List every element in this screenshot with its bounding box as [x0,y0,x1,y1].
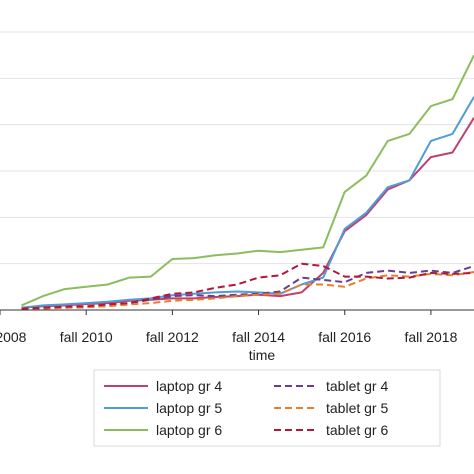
series-line-laptop-gr-4 [21,117,474,309]
legend-label: tablet gr 4 [326,378,388,394]
series-line-tablet-gr-6 [21,262,474,310]
series-line-laptop-gr-5 [21,96,474,309]
x-tick-labels: fall 2008 fall 2010 fall 2012 fall 2014 fall… [0,310,458,345]
legend-box [93,369,441,447]
x-tick-label: fall 2008 [0,329,27,345]
legend: laptop gr 4 laptop gr 5 laptop gr 6 tablet … [104,378,388,438]
x-tick-label: fall 2012 [146,329,199,345]
legend-label: laptop gr 6 [156,422,222,438]
legend-label: laptop gr 4 [156,378,222,394]
x-tick-label: fall 2010 [60,329,113,345]
legend-label: tablet gr 6 [326,422,388,438]
x-tick-label: fall 2018 [404,329,457,345]
legend-label: tablet gr 5 [326,400,388,416]
x-axis-title: time [249,347,276,363]
x-tick-label: fall 2016 [318,329,371,345]
gridlines [0,31,474,265]
x-tick-label: fall 2014 [232,329,285,345]
series-line-laptop-gr-6 [21,54,474,307]
series-line-tablet-gr-5 [21,271,474,311]
series-lines [21,54,474,311]
legend-label: laptop gr 5 [156,400,222,416]
